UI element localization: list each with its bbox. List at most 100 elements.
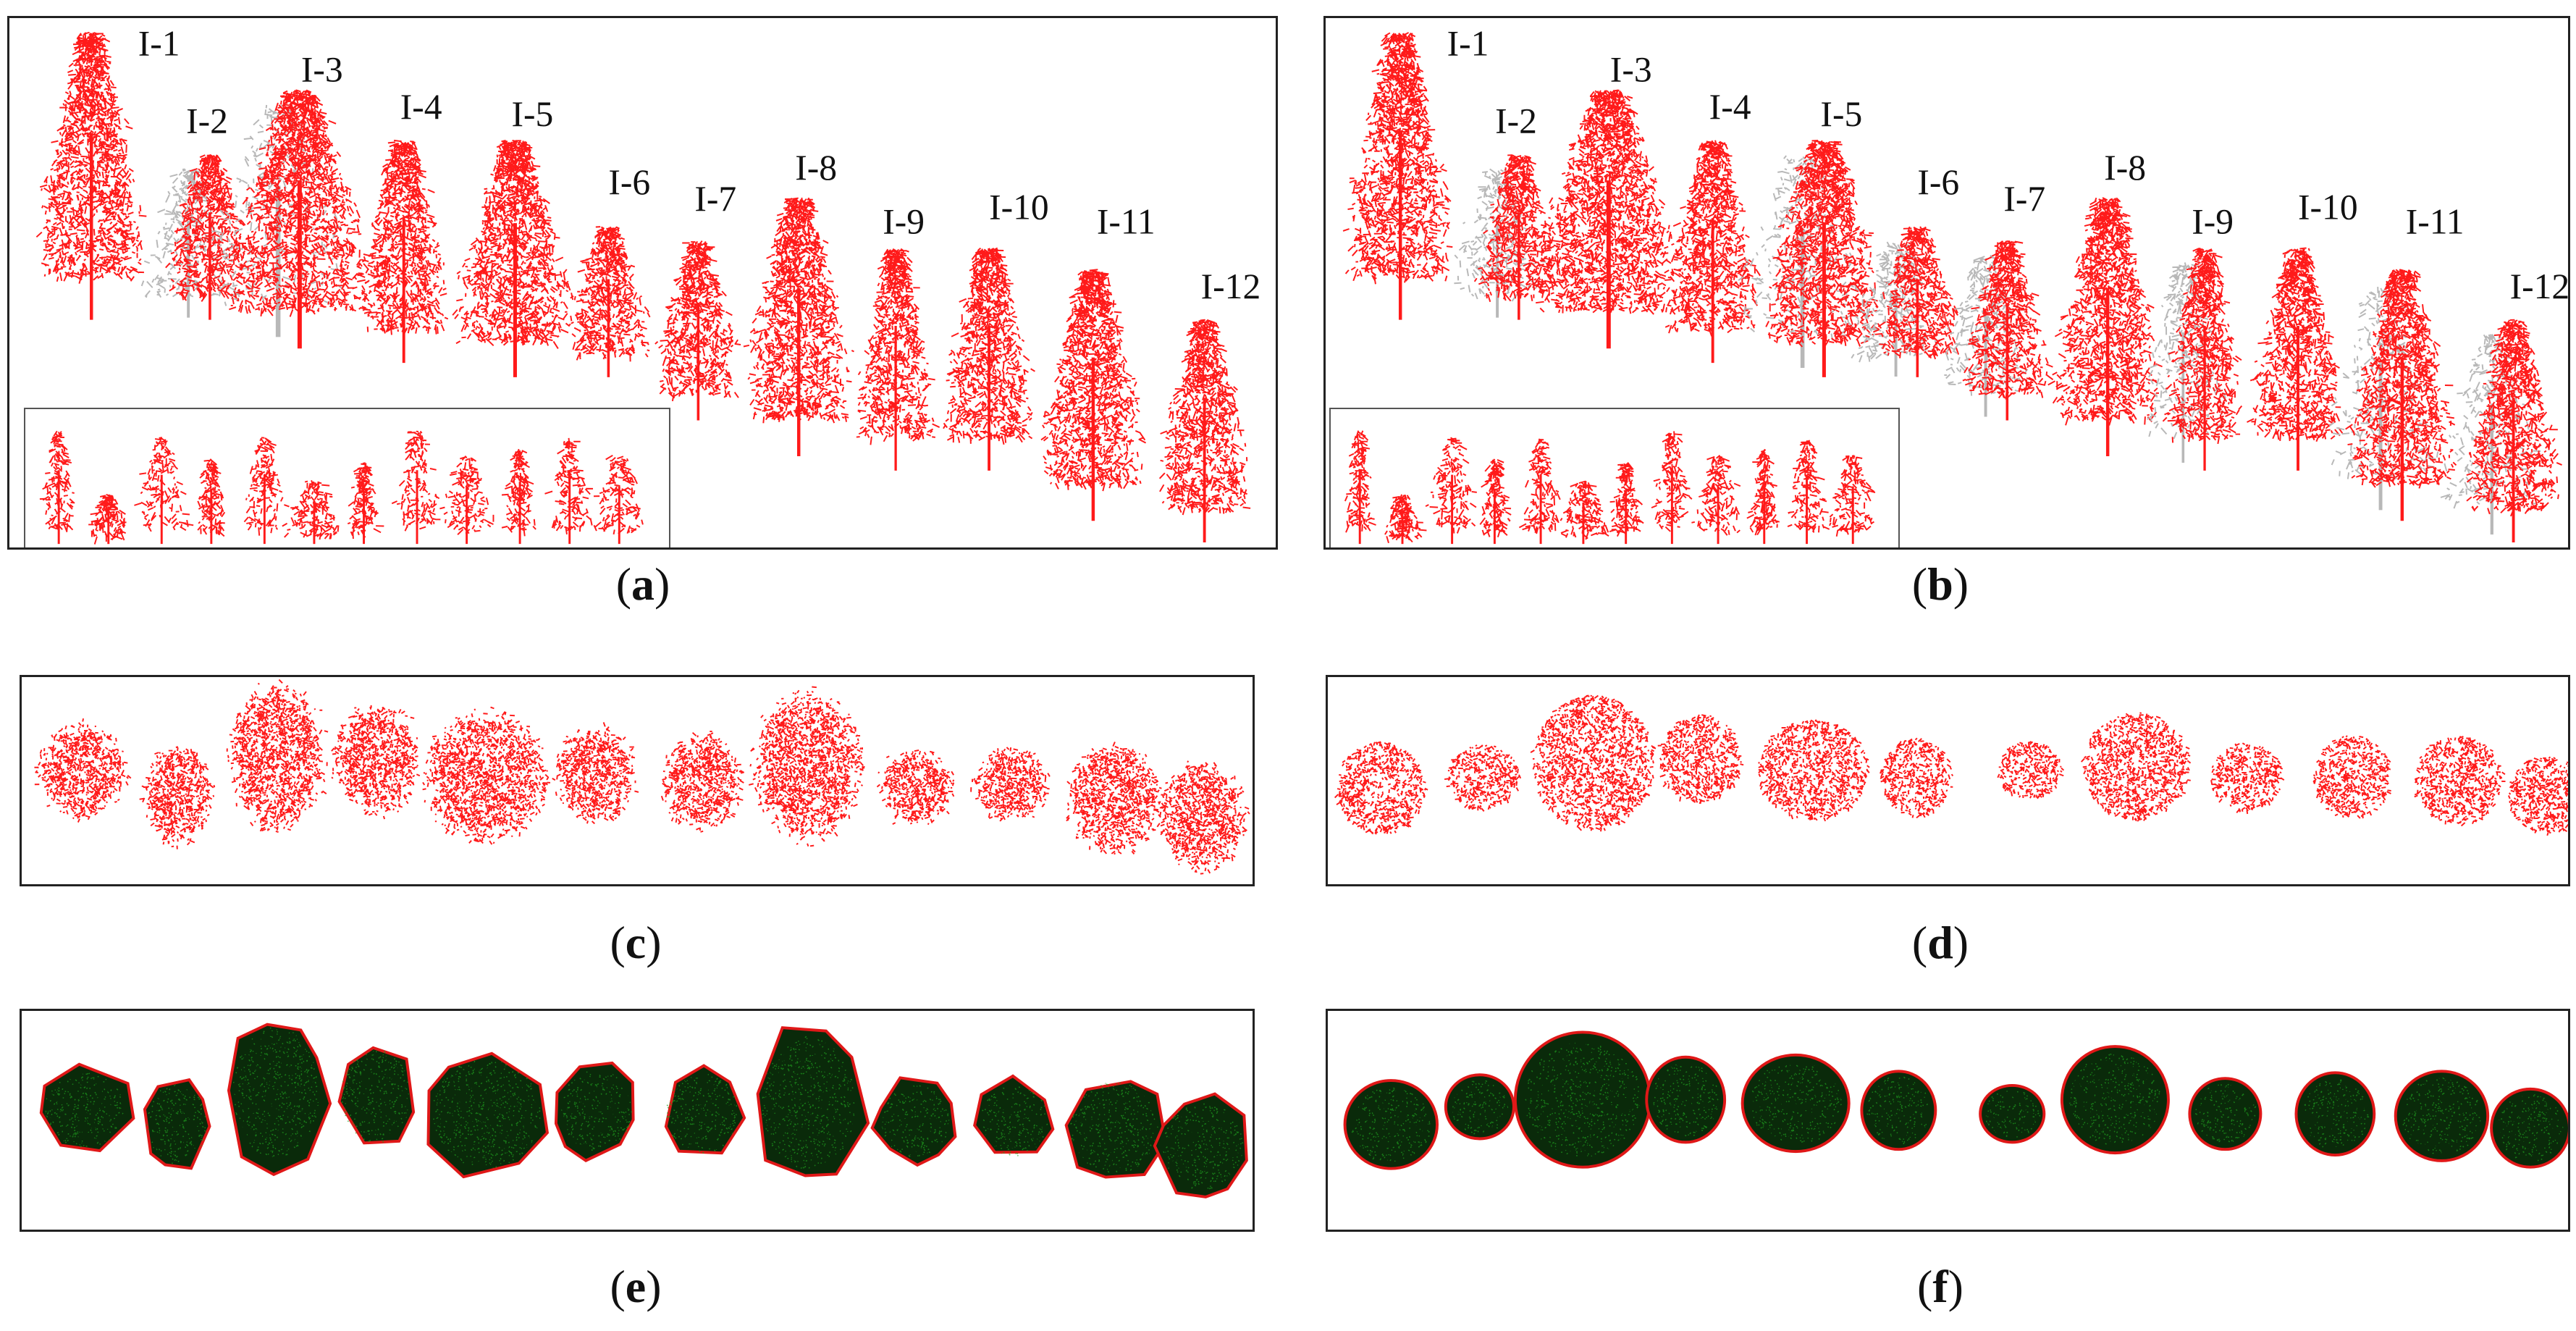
panel-a-figure: I-1I-2 I-3 I-4 I-5 I-6 I-7 I-8 I-9 I-10 I-11 I-12 xyxy=(35,24,1261,543)
caption-d: (d) xyxy=(1911,917,1969,968)
panel-c xyxy=(20,675,1255,886)
inset-tree-11 xyxy=(1787,440,1830,545)
tree-label-12: I-12 xyxy=(2510,266,2568,306)
tree-label-4: I-4 xyxy=(1709,87,1751,127)
inset-tree-8 xyxy=(391,430,441,545)
tree-1 xyxy=(1342,32,1453,320)
tree-5 xyxy=(1765,140,1890,377)
tree-7 xyxy=(654,240,741,421)
tree-label-7: I-7 xyxy=(694,179,736,219)
caption-c: (c) xyxy=(610,917,662,968)
inset-tree-12 xyxy=(593,454,644,545)
hull-3 xyxy=(1513,1030,1652,1169)
tree-label-6: I-6 xyxy=(608,162,650,202)
caption-b: (b) xyxy=(1911,558,1969,610)
tree-4 xyxy=(1664,140,1761,364)
panel-d-figure xyxy=(1334,694,2568,836)
tree-2 xyxy=(165,154,256,320)
tree-label-10: I-10 xyxy=(2298,188,2358,227)
inset-tree-4 xyxy=(197,458,226,545)
tree-label-1: I-1 xyxy=(1447,24,1489,64)
inset-tree-11 xyxy=(544,437,594,545)
crown-points-1 xyxy=(1334,741,1428,835)
crown-points-4 xyxy=(1657,714,1744,805)
inset-tree-6 xyxy=(1560,480,1609,545)
hull-9 xyxy=(2188,1077,2263,1151)
inset-tree-7 xyxy=(347,462,384,545)
hull-12 xyxy=(2490,1087,2568,1169)
inset-tree-3 xyxy=(134,437,194,545)
tree-label-6: I-6 xyxy=(1917,162,1959,202)
panel-f xyxy=(1326,1009,2570,1232)
hull-3 xyxy=(227,1023,332,1177)
crown-points-9 xyxy=(876,750,955,826)
tree-11 xyxy=(2345,269,2457,521)
crown-points-11 xyxy=(1066,742,1166,855)
tree-label-11: I-11 xyxy=(1097,202,1156,242)
hull-2 xyxy=(143,1078,211,1170)
tree-8 xyxy=(743,197,854,457)
hull-8 xyxy=(756,1026,870,1177)
tree-4 xyxy=(353,139,449,364)
hull-11 xyxy=(1064,1080,1168,1179)
crown-points-7 xyxy=(660,730,745,833)
inset-tree-1 xyxy=(39,430,75,545)
tree-2 xyxy=(1473,154,1566,320)
caption-e: (e) xyxy=(610,1261,662,1312)
hull-7 xyxy=(1979,1083,2046,1144)
panel-a-inset xyxy=(24,408,670,547)
tree-label-9: I-9 xyxy=(2192,202,2234,242)
hull-6 xyxy=(1860,1070,1937,1151)
tree-label-3: I-3 xyxy=(301,49,343,89)
inset-tree-9 xyxy=(1691,455,1741,545)
crown-points-9 xyxy=(2210,742,2285,815)
panel-d xyxy=(1326,675,2570,886)
crown-points-12 xyxy=(2507,756,2568,836)
hull-5 xyxy=(1741,1053,1851,1154)
panel-e xyxy=(20,1009,1255,1232)
hull-10 xyxy=(2294,1071,2376,1157)
tree-label-8: I-8 xyxy=(795,148,837,188)
tree-10 xyxy=(943,247,1035,471)
tree-3 xyxy=(1536,89,1682,349)
crown-points-10 xyxy=(970,747,1051,822)
inset-tree-5 xyxy=(1518,438,1561,545)
crown-points-5 xyxy=(1758,719,1870,822)
hull-2 xyxy=(1444,1073,1515,1141)
inset-tree-4 xyxy=(1479,458,1512,545)
tree-label-11: I-11 xyxy=(2406,202,2465,242)
panel-b: I-1 I-2 I-3 I-4 I-5 I-6 I-7 I-8 I-9 I-10 I-11 I-12 xyxy=(1323,16,2570,550)
tree-label-12: I-12 xyxy=(1201,266,1261,306)
tree-label-5: I-5 xyxy=(1820,94,1862,134)
hull-4 xyxy=(337,1046,416,1145)
tree-10 xyxy=(2247,247,2344,471)
hull-1 xyxy=(39,1062,135,1153)
hull-5 xyxy=(426,1051,550,1179)
inset-tree-2 xyxy=(88,493,127,545)
tree-5 xyxy=(452,139,574,377)
hull-8 xyxy=(2060,1045,2170,1155)
panel-a: I-1 I-2 I-3 I-4 I-5 I-6 I-7 I-8 I-9 I-10 I-11 I-12 xyxy=(7,16,1278,550)
tree-9 xyxy=(2162,247,2243,471)
caption-f: (f) xyxy=(1917,1261,1963,1312)
inset-tree-7 xyxy=(1609,462,1644,545)
inset-tree-8 xyxy=(1651,431,1693,545)
tree-1 xyxy=(35,31,147,320)
tree-label-9: I-9 xyxy=(883,202,925,242)
hull-10 xyxy=(973,1074,1055,1156)
crown-points-1 xyxy=(34,718,132,823)
crown-points-6 xyxy=(1880,737,1954,819)
tree-label-5: I-5 xyxy=(511,94,553,134)
panel-e-figure xyxy=(39,1023,1248,1198)
tree-11 xyxy=(1040,269,1147,521)
crown-points-4 xyxy=(331,705,421,820)
crown-points-3 xyxy=(1530,694,1657,832)
hull-9 xyxy=(870,1076,957,1167)
crown-points-3 xyxy=(226,679,329,833)
inset-tree-3 xyxy=(1425,437,1477,545)
grey-points-9 xyxy=(2147,262,2228,463)
panel-c-figure xyxy=(34,679,1250,875)
crown-points-12 xyxy=(1154,760,1250,875)
crown-points-2 xyxy=(139,746,216,849)
grey-points-2 xyxy=(1454,168,1546,318)
